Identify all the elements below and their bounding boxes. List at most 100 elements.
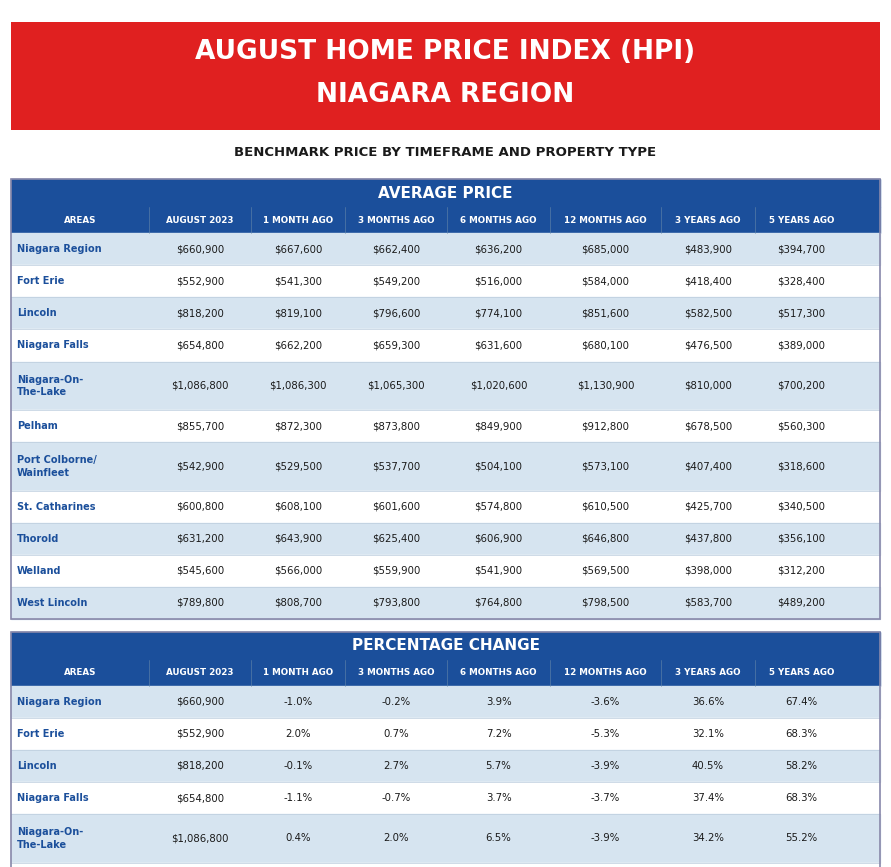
Text: $483,900: $483,900 <box>684 244 732 254</box>
Text: $873,800: $873,800 <box>372 421 420 431</box>
Text: 1 MONTH AGO: 1 MONTH AGO <box>263 668 333 677</box>
Text: Pelham: Pelham <box>17 421 58 431</box>
Bar <box>11 782 880 814</box>
Text: Thorold: Thorold <box>17 534 60 544</box>
Bar <box>11 179 880 619</box>
Text: NIAGARA REGION: NIAGARA REGION <box>316 82 575 108</box>
Text: $529,500: $529,500 <box>274 461 323 472</box>
Bar <box>11 410 880 442</box>
Text: $793,800: $793,800 <box>372 598 421 608</box>
Text: $312,200: $312,200 <box>778 566 825 576</box>
Text: $476,500: $476,500 <box>683 341 732 350</box>
Text: Niagara Region: Niagara Region <box>17 244 102 254</box>
Text: 5.7%: 5.7% <box>486 761 511 771</box>
Text: -3.9%: -3.9% <box>591 833 620 844</box>
Bar <box>11 587 880 619</box>
Bar <box>11 814 880 863</box>
Text: $631,600: $631,600 <box>474 341 523 350</box>
Text: $654,800: $654,800 <box>176 341 225 350</box>
Bar <box>11 632 880 660</box>
Text: -3.9%: -3.9% <box>591 761 620 771</box>
Text: $849,900: $849,900 <box>474 421 523 431</box>
Text: 3 YEARS AGO: 3 YEARS AGO <box>675 216 740 225</box>
Text: $566,000: $566,000 <box>274 566 323 576</box>
Text: $685,000: $685,000 <box>581 244 630 254</box>
Text: BENCHMARK PRICE BY TIMEFRAME AND PROPERTY TYPE: BENCHMARK PRICE BY TIMEFRAME AND PROPERT… <box>234 147 657 159</box>
Text: $394,700: $394,700 <box>777 244 826 254</box>
Text: $680,100: $680,100 <box>582 341 629 350</box>
Text: $583,700: $583,700 <box>683 598 732 608</box>
Text: PERCENTAGE CHANGE: PERCENTAGE CHANGE <box>352 638 539 654</box>
Text: Niagara-On-
The-Lake: Niagara-On- The-Lake <box>17 375 83 397</box>
Text: $425,700: $425,700 <box>683 502 732 512</box>
Text: $667,600: $667,600 <box>274 244 323 254</box>
Text: 68.3%: 68.3% <box>786 729 817 739</box>
Text: $662,200: $662,200 <box>274 341 323 350</box>
Bar <box>11 632 880 867</box>
Text: $541,900: $541,900 <box>474 566 523 576</box>
Bar <box>11 523 880 555</box>
Text: AVERAGE PRICE: AVERAGE PRICE <box>379 186 512 201</box>
Text: $912,800: $912,800 <box>582 421 629 431</box>
Bar <box>11 718 880 750</box>
Text: $340,500: $340,500 <box>778 502 825 512</box>
Bar <box>11 863 880 867</box>
Text: 40.5%: 40.5% <box>692 761 723 771</box>
Text: $584,000: $584,000 <box>582 277 629 286</box>
Text: $643,900: $643,900 <box>274 534 323 544</box>
Bar <box>11 686 880 718</box>
Text: 55.2%: 55.2% <box>785 833 818 844</box>
Text: -3.7%: -3.7% <box>591 793 620 803</box>
Text: $625,400: $625,400 <box>372 534 421 544</box>
Text: -0.1%: -0.1% <box>283 761 313 771</box>
Text: $1,086,800: $1,086,800 <box>171 833 229 844</box>
Text: $549,200: $549,200 <box>372 277 421 286</box>
Text: 36.6%: 36.6% <box>691 697 724 707</box>
Text: $559,900: $559,900 <box>372 566 421 576</box>
Text: $574,800: $574,800 <box>474 502 523 512</box>
Text: $541,300: $541,300 <box>274 277 322 286</box>
Text: $818,200: $818,200 <box>176 309 224 318</box>
Text: 3 MONTHS AGO: 3 MONTHS AGO <box>358 668 434 677</box>
FancyBboxPatch shape <box>11 22 880 130</box>
Text: $560,300: $560,300 <box>777 421 826 431</box>
Text: 3 YEARS AGO: 3 YEARS AGO <box>675 668 740 677</box>
Text: $328,400: $328,400 <box>778 277 825 286</box>
Text: Niagara Falls: Niagara Falls <box>17 341 88 350</box>
Bar <box>11 233 880 265</box>
Text: $606,900: $606,900 <box>474 534 523 544</box>
Text: $646,800: $646,800 <box>581 534 630 544</box>
Text: 3.9%: 3.9% <box>486 697 511 707</box>
Text: 6 MONTHS AGO: 6 MONTHS AGO <box>461 668 536 677</box>
Text: Lincoln: Lincoln <box>17 761 56 771</box>
Text: 1 MONTH AGO: 1 MONTH AGO <box>263 216 333 225</box>
Text: -0.2%: -0.2% <box>381 697 411 707</box>
Text: $437,800: $437,800 <box>684 534 732 544</box>
Text: AUGUST 2023: AUGUST 2023 <box>167 668 233 677</box>
Text: 0.7%: 0.7% <box>383 729 409 739</box>
Text: $1,065,300: $1,065,300 <box>367 381 425 391</box>
Text: $1,020,600: $1,020,600 <box>470 381 527 391</box>
Text: $600,800: $600,800 <box>176 502 224 512</box>
Text: $662,400: $662,400 <box>372 244 421 254</box>
Text: 7.2%: 7.2% <box>486 729 511 739</box>
Bar <box>11 297 880 329</box>
Text: $537,700: $537,700 <box>372 461 421 472</box>
Text: AUGUST HOME PRICE INDEX (HPI): AUGUST HOME PRICE INDEX (HPI) <box>195 39 696 64</box>
Text: $819,100: $819,100 <box>274 309 322 318</box>
Bar <box>11 491 880 523</box>
Text: 32.1%: 32.1% <box>692 729 723 739</box>
Text: 58.2%: 58.2% <box>786 761 817 771</box>
Text: 0.4%: 0.4% <box>285 833 311 844</box>
Bar <box>11 555 880 587</box>
Text: $872,300: $872,300 <box>274 421 322 431</box>
Text: $678,500: $678,500 <box>683 421 732 431</box>
Text: 3.7%: 3.7% <box>486 793 511 803</box>
Text: $1,130,900: $1,130,900 <box>576 381 634 391</box>
Text: 12 MONTHS AGO: 12 MONTHS AGO <box>564 216 647 225</box>
Text: 12 MONTHS AGO: 12 MONTHS AGO <box>564 668 647 677</box>
Text: $552,900: $552,900 <box>176 277 225 286</box>
Text: Welland: Welland <box>17 566 61 576</box>
Text: $1,086,800: $1,086,800 <box>171 381 229 391</box>
Text: $660,900: $660,900 <box>176 244 225 254</box>
